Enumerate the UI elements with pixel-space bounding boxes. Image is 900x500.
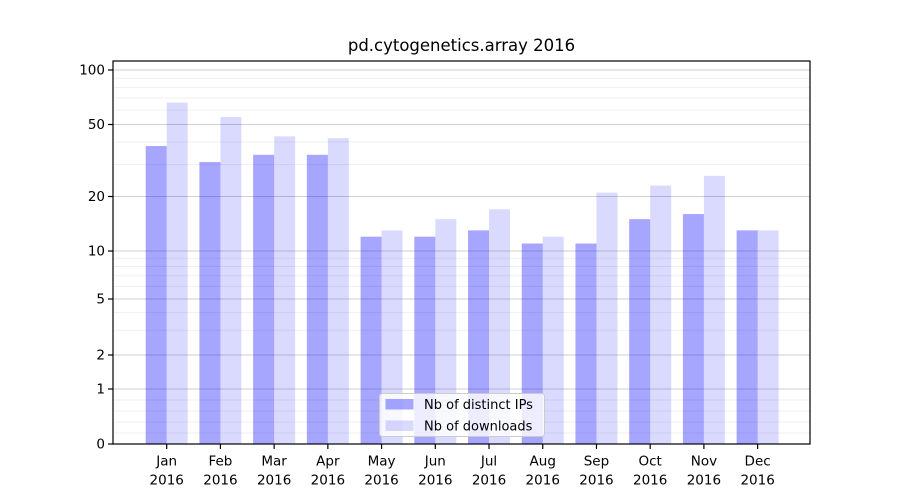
x-tick-label-year: 2016 — [740, 473, 774, 489]
legend-swatch-nb-of-distinct-ips — [385, 399, 414, 410]
bar-nb-of-distinct-ips-mar — [253, 154, 275, 444]
x-tick-label-month: Feb — [208, 454, 232, 470]
x-tick-label-year: 2016 — [311, 473, 345, 489]
bar-nb-of-downloads-jan — [166, 102, 188, 444]
x-tick-label-month: Sep — [584, 454, 609, 470]
legend-box — [379, 393, 545, 437]
x-tick-label-year: 2016 — [472, 473, 506, 489]
bar-nb-of-downloads-feb — [220, 117, 242, 445]
x-tick-label-month: Jan — [155, 454, 177, 470]
x-tick-label-year: 2016 — [418, 473, 452, 489]
bar-nb-of-distinct-ips-feb — [199, 162, 221, 444]
legend-label-nb-of-distinct-ips: Nb of distinct IPs — [424, 398, 533, 413]
y-tick-label: 100 — [79, 63, 105, 79]
x-tick-label-month: Mar — [261, 454, 287, 470]
bar-nb-of-downloads-jun — [435, 219, 457, 444]
legend-label-nb-of-downloads: Nb of downloads — [424, 419, 533, 434]
x-tick-label-month: Aug — [530, 454, 556, 470]
bar-nb-of-downloads-aug — [542, 236, 564, 444]
axes-frame — [112, 60, 811, 445]
bar-nb-of-distinct-ips-may — [360, 236, 382, 444]
x-tick-label-year: 2016 — [203, 473, 237, 489]
y-axis: 0 1 2 5 10 20 50 100 — [79, 63, 113, 453]
bar-nb-of-downloads-nov — [703, 175, 725, 444]
x-tick-label-year: 2016 — [579, 473, 613, 489]
x-tick-label-year: 2016 — [364, 473, 398, 489]
bar-nb-of-distinct-ips-nov — [682, 214, 704, 444]
x-tick-label-month: Oct — [639, 454, 662, 470]
x-tick-label-year: 2016 — [687, 473, 721, 489]
bar-nb-of-downloads-mar — [274, 136, 296, 444]
chart-title: pd.cytogenetics.array 2016 — [348, 36, 575, 55]
bar-nb-of-distinct-ips-jun — [414, 236, 436, 444]
bar-nb-of-downloads-may — [381, 230, 403, 444]
bar-nb-of-distinct-ips-dec — [736, 230, 758, 444]
bar-nb-of-distinct-ips-apr — [306, 154, 328, 444]
y-tick-label: 50 — [88, 117, 105, 133]
x-tick-label-month: Dec — [745, 454, 771, 470]
y-tick-label: 20 — [88, 189, 105, 205]
x-tick-label-month: Jun — [424, 454, 446, 470]
bar-nb-of-downloads-dec — [757, 230, 779, 444]
x-tick-label-year: 2016 — [257, 473, 291, 489]
bar-nb-of-downloads-apr — [327, 138, 349, 444]
y-tick-label: 10 — [88, 244, 105, 260]
bar-nb-of-downloads-oct — [650, 185, 672, 444]
bars — [145, 102, 779, 445]
y-tick-label: 2 — [96, 348, 105, 364]
x-tick-label-month: Nov — [691, 454, 717, 470]
x-tick-label-month: Apr — [316, 454, 340, 470]
y-tick-label: 0 — [96, 437, 105, 453]
bar-nb-of-downloads-jul — [489, 209, 511, 444]
x-tick-label-month: May — [368, 454, 396, 470]
y-tick-label: 5 — [96, 292, 105, 308]
bar-nb-of-downloads-sep — [596, 192, 618, 444]
bar-nb-of-distinct-ips-sep — [575, 243, 597, 444]
bar-nb-of-distinct-ips-jul — [468, 230, 490, 444]
legend-swatch-nb-of-downloads — [385, 420, 414, 431]
x-tick-label-month: Jul — [480, 454, 497, 470]
bar-nb-of-distinct-ips-jan — [145, 146, 167, 445]
x-tick-label-year: 2016 — [526, 473, 560, 489]
x-tick-label-year: 2016 — [150, 473, 184, 489]
y-tick-label: 1 — [96, 382, 105, 398]
legend: Nb of distinct IPs Nb of downloads — [379, 393, 545, 437]
bar-nb-of-distinct-ips-oct — [629, 219, 651, 444]
gridlines — [113, 69, 810, 434]
x-axis: Jan 2016 Feb 2016 Mar 2016 Apr 2016 May 2016 Jun 20… — [150, 444, 775, 489]
x-tick-label-year: 2016 — [633, 473, 667, 489]
